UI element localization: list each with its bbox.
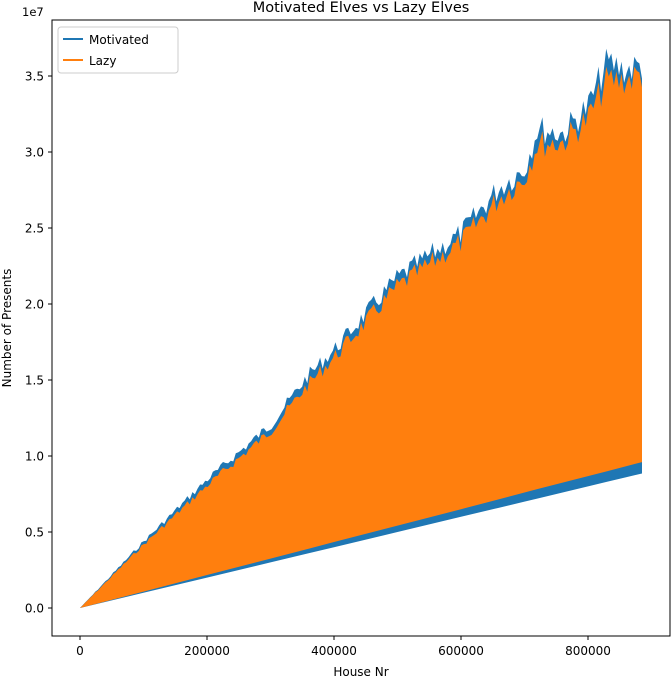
x-tick-label: 200000 [184,644,230,658]
x-axis-label: House Nr [333,665,388,679]
series-lazy [80,66,642,609]
y-tick-label: 2.5 [25,222,44,236]
chart-title: Motivated Elves vs Lazy Elves [253,0,470,16]
legend: Motivated Lazy [57,26,179,74]
x-axis: 0 200000 400000 600000 800000 [76,636,611,658]
y-tick-label: 1.5 [25,374,44,388]
y-tick-label: 3.0 [25,146,44,160]
axes-frame [51,19,671,637]
y-tick-label: 3.5 [25,70,44,84]
y-axis-label: Number of Presents [0,269,14,388]
legend-box [57,26,179,74]
y-tick-label: 0.5 [25,526,44,540]
x-tick-label: 800000 [565,644,611,658]
plot-area [80,48,642,609]
x-tick-label: 600000 [438,644,484,658]
y-tick-label: 2.0 [25,298,44,312]
y-tick-label: 1.0 [25,450,44,464]
legend-label-lazy: Lazy [89,54,116,68]
y-tick-label: 0.0 [25,602,44,616]
legend-label-motivated: Motivated [89,33,149,47]
y-offset-label: 1e7 [22,5,44,19]
x-tick-label: 0 [76,644,84,658]
y-axis: 0.0 0.5 1.0 1.5 2.0 2.5 3.0 3.5 [25,70,52,616]
x-tick-label: 400000 [311,644,357,658]
